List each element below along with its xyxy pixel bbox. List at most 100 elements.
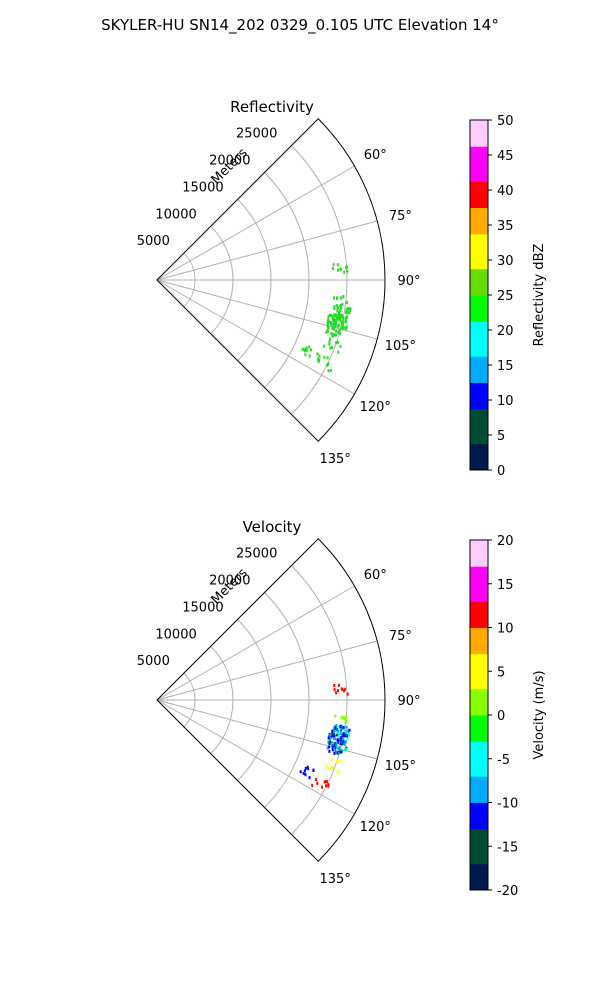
colorbar-segment (470, 356, 488, 366)
echo-pixel (337, 268, 340, 272)
echo-pixel (308, 776, 311, 780)
echo-pixel (342, 726, 345, 729)
echo-pixel (335, 341, 337, 345)
echo-pixel (340, 315, 343, 319)
azimuth-gridline (156, 165, 355, 281)
echo-pixel (343, 270, 346, 274)
echo-pixel (301, 347, 304, 351)
colorbar-segment (470, 627, 488, 637)
echo-pixel (328, 734, 331, 738)
colorbar-segment (470, 365, 488, 375)
echo-pixel (329, 337, 331, 341)
echo-pixel (341, 715, 343, 719)
azimuth-tick-label: 135° (320, 872, 351, 887)
range-tick-label: 15000 (182, 180, 223, 195)
range-tick-label: 20000 (209, 574, 250, 589)
colorbar-segment (470, 382, 488, 392)
echo-pixel (344, 748, 347, 752)
range-tick-label: 5000 (137, 654, 170, 669)
echo-pixel (327, 369, 330, 373)
echo-pixel (345, 266, 347, 270)
colorbar-segment (470, 872, 488, 882)
echo-pixel (328, 313, 331, 317)
echo-pixel (304, 353, 307, 357)
echo-pixel (335, 742, 338, 746)
echo-pixel (333, 747, 336, 751)
colorbar-segment (470, 452, 488, 462)
colorbar-segment (470, 260, 488, 270)
echo-pixel (339, 736, 342, 740)
colorbar-segment (470, 706, 488, 716)
echo-pixel (348, 311, 351, 315)
echo-pixel (333, 306, 336, 310)
echo-pixel (346, 269, 349, 273)
colorbar-segment (470, 233, 488, 243)
echo-pixel (316, 352, 319, 356)
colorbar-segment (470, 697, 488, 707)
colorbar-segment (470, 286, 488, 296)
colorbar-segment (470, 128, 488, 138)
colorbar-label: Reflectivity dBZ (532, 244, 547, 347)
echo-pixel (343, 730, 346, 734)
echo-pixel (338, 311, 341, 315)
echo-pixel (305, 346, 308, 350)
echo-pixel (333, 727, 336, 731)
echo-pixel (323, 355, 326, 359)
colorbar-segment (470, 408, 488, 418)
echo-pixel (329, 740, 331, 744)
colorbar-segment (470, 583, 488, 593)
echo-pixel (347, 730, 350, 734)
colorbar-segment (470, 837, 488, 847)
panel-title: Reflectivity (230, 98, 314, 116)
echo-pixel (338, 760, 341, 763)
echo-pixel (331, 734, 334, 738)
colorbar: -20 -15 -10 -5 0 5 10 15 20 Velocity (m/s) (469, 534, 547, 899)
echo-pixel (340, 296, 343, 300)
echo-pixel (348, 307, 351, 311)
echo-pixel (335, 323, 338, 327)
echo-pixel (327, 736, 330, 740)
echo-pixel (339, 308, 342, 312)
echo-pixel (346, 315, 349, 319)
colorbar-segment (470, 548, 488, 558)
echo-pixel (334, 737, 337, 741)
echo-pixel (339, 267, 342, 271)
echo-pixel (345, 327, 348, 331)
range-tick-label: 25000 (236, 547, 277, 562)
panel-velocity: Velocity 5000 10000 15000 20000 25000 60° 75° 90… (137, 518, 547, 899)
echo-pixel (304, 773, 307, 777)
echo-pixel (333, 734, 336, 738)
echo-pixel (339, 332, 341, 336)
echo-pixel (337, 733, 340, 737)
colorbar-segment (470, 680, 488, 690)
colorbar-tick-label: 5 (497, 665, 505, 680)
echo-pixel (345, 716, 348, 720)
echo-pixel (329, 369, 332, 372)
echo-pixel (325, 330, 328, 334)
range-tick-label: 20000 (209, 154, 250, 169)
echo-pixel (308, 354, 311, 358)
colorbar: 0 5 10 15 20 25 30 35 40 45 50 Reflectivity dBZ (469, 114, 547, 479)
echo-pixel (335, 759, 338, 763)
colorbar-tick-label: -10 (497, 797, 518, 812)
range-tick-label: 5000 (137, 234, 170, 249)
echo-pixel (305, 349, 308, 353)
azimuth-tick-label: 120° (360, 400, 391, 415)
azimuth-tick-label: 90° (397, 274, 420, 289)
echo-pixel (328, 342, 331, 346)
echo-pixel (346, 300, 348, 304)
azimuth-tick-label: 60° (364, 568, 387, 583)
echo-pixel (337, 350, 340, 354)
sector-frame (156, 538, 386, 862)
echo-pixel (346, 310, 349, 314)
echo-pixel (346, 736, 349, 740)
echo-pixel (345, 320, 348, 324)
echo-pixel (333, 751, 336, 755)
colorbar-segment (470, 881, 488, 891)
colorbar-segment (470, 785, 488, 795)
echo-pixel (327, 740, 330, 744)
echo-pixel (326, 766, 329, 770)
colorbar-tick-label: 45 (497, 149, 514, 164)
colorbar-segment (470, 741, 488, 751)
echo-pixel (339, 319, 342, 323)
